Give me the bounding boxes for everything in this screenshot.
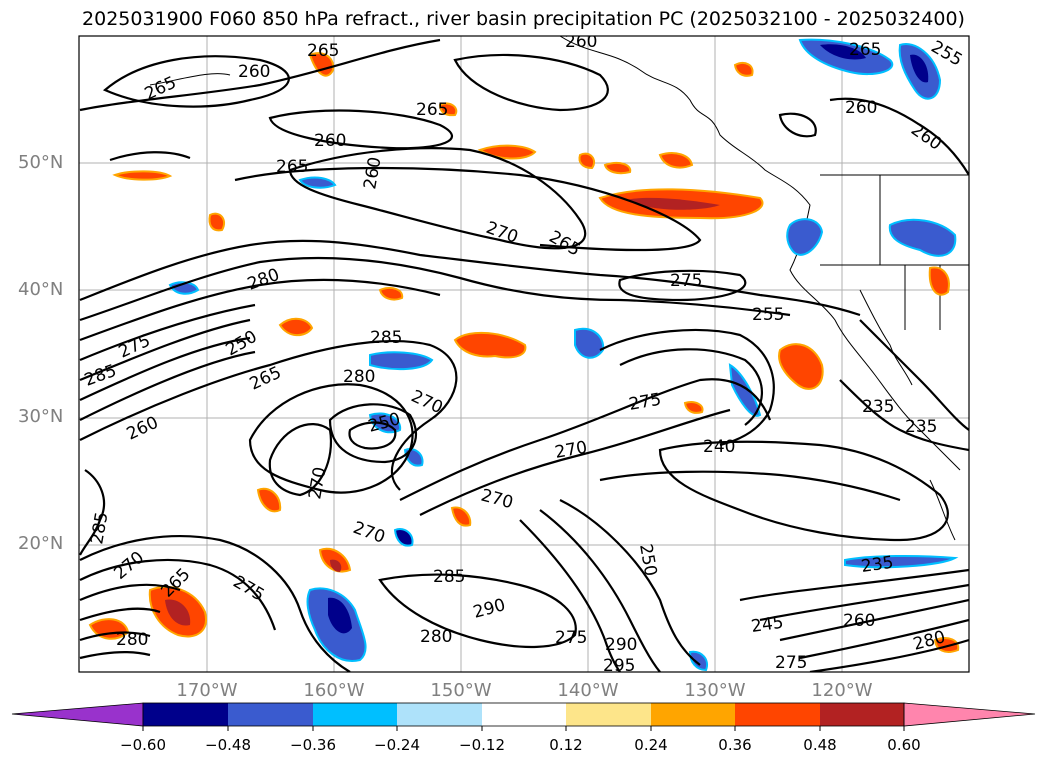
contour-label: 235 — [905, 417, 937, 437]
contour-label: 260 — [565, 32, 597, 52]
lon-label: 120°W — [811, 680, 873, 701]
lon-label: 160°W — [303, 680, 365, 701]
colorbar-tick-label: 0.60 — [887, 736, 921, 754]
contour-lines — [79, 38, 969, 672]
colorbar-tick-label: −0.48 — [205, 736, 251, 754]
lat-label: 40°N — [18, 279, 64, 300]
contour-label: 260 — [238, 62, 270, 82]
contour-label: 260 — [314, 131, 346, 151]
lon-label: 150°W — [430, 680, 492, 701]
colorbar-tick-label: 0.36 — [718, 736, 752, 754]
contour-label: 260 — [843, 611, 875, 631]
contour-label: 285 — [433, 567, 465, 587]
contour-label: 275 — [775, 653, 807, 673]
lat-label: 50°N — [18, 152, 64, 173]
map-frame — [78, 35, 970, 673]
contour-label: 235 — [860, 553, 895, 577]
contour-label: 295 — [603, 656, 635, 676]
contour-label: 280 — [343, 367, 375, 387]
lon-label: 130°W — [684, 680, 746, 701]
contour-label: 245 — [750, 613, 785, 637]
contour-label: 260 — [845, 98, 877, 118]
contour-label: 265 — [416, 100, 448, 120]
lat-label: 20°N — [18, 533, 64, 554]
contour-label: 240 — [703, 437, 735, 457]
coastlines — [149, 36, 969, 541]
contour-label: 265 — [276, 157, 308, 177]
contour-label: 275 — [670, 271, 702, 291]
contour-label: 275 — [555, 628, 587, 648]
contour-label: 280 — [420, 627, 452, 647]
lon-label: 170°W — [176, 680, 238, 701]
colorbar-tick-label: −0.12 — [459, 736, 505, 754]
contour-label: 235 — [862, 397, 894, 417]
lat-label: 30°N — [18, 406, 64, 427]
colorbar-tick-label: 0.48 — [803, 736, 837, 754]
contour-label: 290 — [605, 635, 637, 655]
colorbar-tick-label: 0.12 — [549, 736, 583, 754]
contour-label: 265 — [849, 40, 881, 60]
colorbar-tick-label: −0.36 — [290, 736, 336, 754]
plot-title: 2025031900 F060 850 hPa refract., river … — [82, 8, 965, 30]
contour-label: 280 — [116, 630, 148, 650]
colorbar-tick-label: 0.24 — [634, 736, 668, 754]
precip-shading — [88, 38, 960, 672]
colorbar-tick-label: −0.60 — [120, 736, 166, 754]
contour-label: 285 — [370, 328, 402, 348]
contour-label: 265 — [307, 41, 339, 61]
lon-label: 140°W — [557, 680, 619, 701]
contour-label: 255 — [752, 305, 784, 325]
colorbar-tick-label: −0.24 — [374, 736, 420, 754]
